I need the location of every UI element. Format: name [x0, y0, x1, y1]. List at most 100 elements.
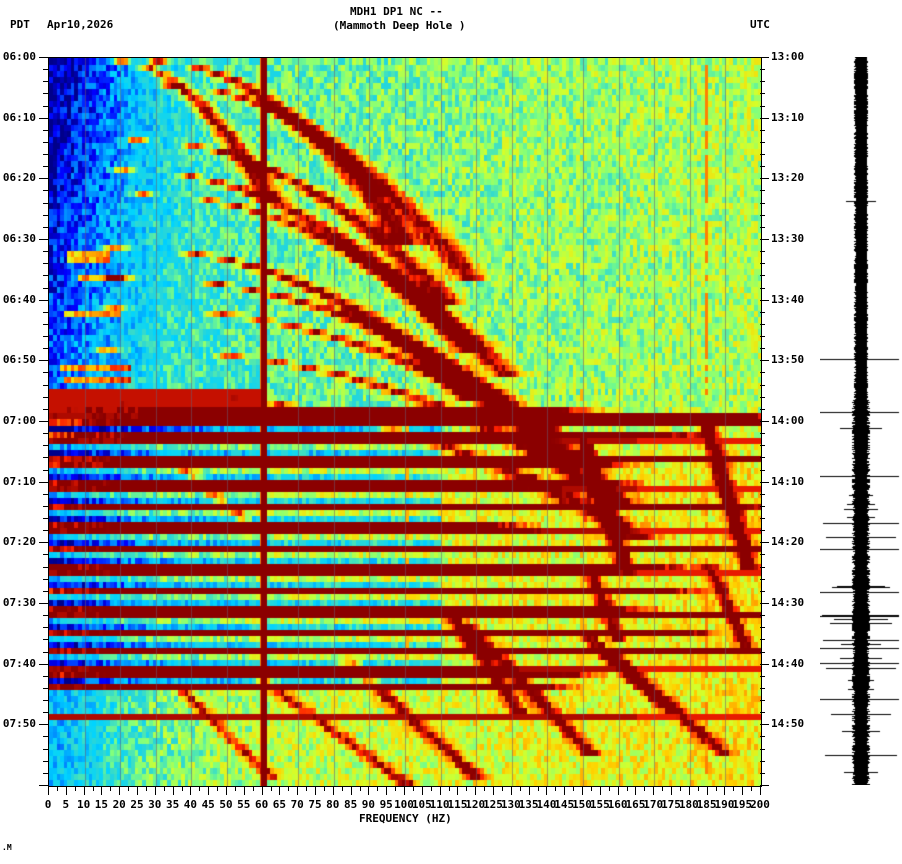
axis-tick [760, 542, 769, 543]
date-label: Apr10,2026 [47, 18, 114, 31]
spectrogram-canvas [49, 58, 761, 786]
time-label-pdt: 06:10 [2, 111, 36, 124]
frequency-label: 125 [483, 798, 503, 811]
axis-tick [39, 542, 48, 543]
frequency-label: 150 [572, 798, 592, 811]
axis-tick [493, 786, 494, 795]
axis-tick [57, 786, 58, 791]
axis-tick [39, 785, 48, 786]
axis-tick [662, 786, 663, 791]
axis-tick [760, 652, 765, 653]
time-label-utc: 14:30 [771, 596, 805, 609]
axis-tick [431, 786, 432, 791]
axis-tick [386, 786, 387, 795]
axis-tick [422, 786, 423, 795]
axis-tick [707, 786, 708, 795]
axis-tick [760, 69, 765, 70]
axis-tick [182, 786, 183, 791]
frequency-label: 40 [183, 798, 198, 811]
axis-tick [43, 530, 48, 531]
frequency-label: 65 [272, 798, 287, 811]
station-title-line1: MDH1 DP1 NC -- [350, 5, 443, 18]
frequency-label: 160 [607, 798, 628, 811]
axis-tick [39, 300, 48, 301]
axis-tick [404, 786, 405, 795]
time-label-utc: 13:10 [771, 111, 805, 124]
axis-tick [43, 494, 48, 495]
frequency-label: 130 [500, 798, 521, 811]
axis-tick [279, 786, 280, 795]
axis-tick [315, 786, 316, 795]
axis-tick [760, 312, 765, 313]
axis-tick [39, 178, 48, 179]
time-label-utc: 13:40 [771, 293, 805, 306]
axis-tick [760, 567, 765, 568]
time-label-pdt: 07:50 [2, 717, 36, 730]
frequency-label: 95 [379, 798, 393, 811]
axis-tick [760, 470, 765, 471]
axis-tick [760, 688, 765, 689]
axis-tick [43, 579, 48, 580]
axis-tick [760, 57, 769, 58]
axis-tick [199, 786, 200, 791]
corner-mark: .M [2, 843, 12, 852]
seismogram-trace-panel [820, 57, 900, 785]
axis-tick [698, 786, 699, 791]
time-label-utc: 14:10 [771, 475, 805, 488]
frequency-label: 85 [343, 798, 358, 811]
axis-tick [43, 275, 48, 276]
axis-tick [600, 786, 601, 795]
axis-tick [760, 457, 765, 458]
frequency-label: 20 [112, 798, 126, 811]
axis-tick [760, 639, 765, 640]
axis-tick [760, 506, 765, 507]
axis-tick [39, 57, 48, 58]
axis-tick [43, 652, 48, 653]
axis-tick [760, 761, 765, 762]
axis-tick [43, 773, 48, 774]
axis-tick [43, 567, 48, 568]
axis-tick [760, 348, 765, 349]
axis-tick [93, 786, 94, 791]
axis-tick [43, 639, 48, 640]
axis-tick [324, 786, 325, 791]
station-title-line2: (Mammoth Deep Hole ) [333, 19, 466, 32]
axis-tick [760, 786, 761, 795]
axis-tick [591, 786, 592, 791]
axis-tick [39, 421, 48, 422]
axis-tick [449, 786, 450, 791]
axis-tick [39, 360, 48, 361]
axis-tick [84, 786, 85, 795]
axis-tick [360, 786, 361, 791]
axis-tick [760, 130, 765, 131]
axis-tick [43, 445, 48, 446]
time-label-utc: 14:20 [771, 535, 805, 548]
frequency-label: 140 [536, 798, 557, 811]
axis-tick [760, 203, 765, 204]
axis-tick [226, 786, 227, 795]
time-label-pdt: 07:20 [2, 535, 36, 548]
axis-tick [43, 348, 48, 349]
axis-tick [43, 627, 48, 628]
axis-tick [653, 786, 654, 795]
axis-tick [66, 786, 67, 795]
axis-tick [760, 166, 765, 167]
frequency-label: 165 [625, 798, 646, 811]
axis-tick [43, 203, 48, 204]
axis-tick [39, 239, 48, 240]
axis-tick [760, 445, 765, 446]
axis-tick [43, 190, 48, 191]
axis-tick [644, 786, 645, 791]
time-label-pdt: 07:00 [2, 414, 36, 427]
frequency-label: 155 [589, 798, 610, 811]
axis-tick [43, 409, 48, 410]
time-label-utc: 13:30 [771, 232, 805, 245]
axis-tick [101, 786, 102, 795]
axis-tick [760, 724, 769, 725]
axis-tick [43, 457, 48, 458]
axis-tick [39, 603, 48, 604]
axis-tick [760, 421, 769, 422]
axis-tick [751, 786, 752, 791]
axis-tick [502, 786, 503, 791]
axis-tick [43, 106, 48, 107]
